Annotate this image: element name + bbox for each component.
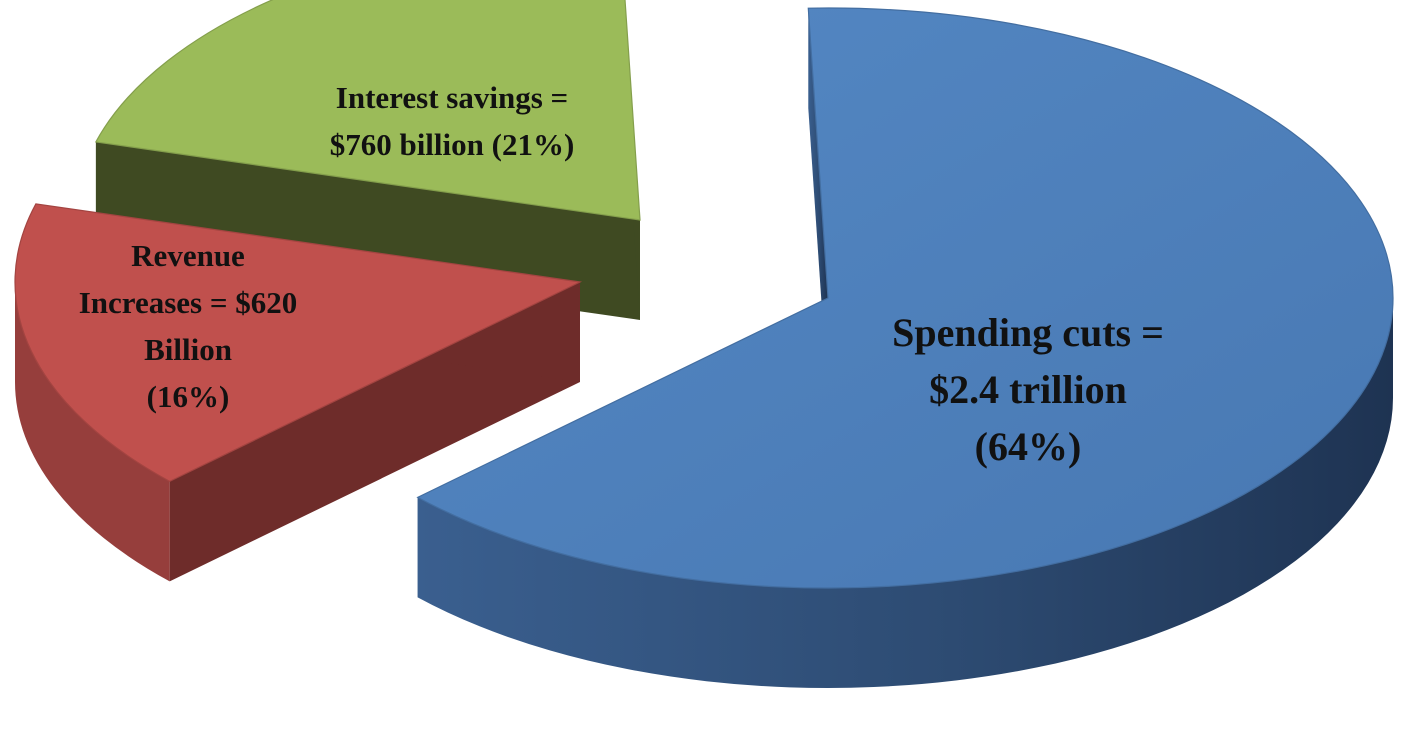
pie-slice-top bbox=[416, 7, 1394, 589]
pie-slice-outer-wall bbox=[417, 298, 1393, 689]
data-label-line: Revenue bbox=[131, 238, 245, 273]
data-label-line: $760 billion (21%) bbox=[330, 127, 575, 162]
data-label-interest-savings: Interest savings = $760 billion (21%) bbox=[330, 80, 575, 162]
data-label-line: (64%) bbox=[975, 424, 1082, 469]
data-label-line: (16%) bbox=[147, 379, 230, 414]
pie-slice-top bbox=[14, 203, 583, 483]
data-label-line: $2.4 trillion bbox=[929, 367, 1127, 412]
pie-slice-spending-cuts bbox=[416, 7, 1394, 689]
data-label-revenue-increases: Revenue Increases = $620 Billion (16%) bbox=[79, 238, 298, 414]
data-label-line: Increases = $620 bbox=[79, 285, 298, 320]
data-label-line: Spending cuts = bbox=[892, 310, 1164, 355]
pie-slice-top bbox=[94, 0, 641, 221]
pie-slice-revenue-increases bbox=[14, 203, 583, 582]
data-label-spending-cuts: Spending cuts = $2.4 trillion (64%) bbox=[892, 310, 1164, 469]
data-label-line: Billion bbox=[144, 332, 232, 367]
data-label-line: Interest savings = bbox=[336, 80, 568, 115]
pie-slice-outer-wall bbox=[15, 282, 170, 582]
